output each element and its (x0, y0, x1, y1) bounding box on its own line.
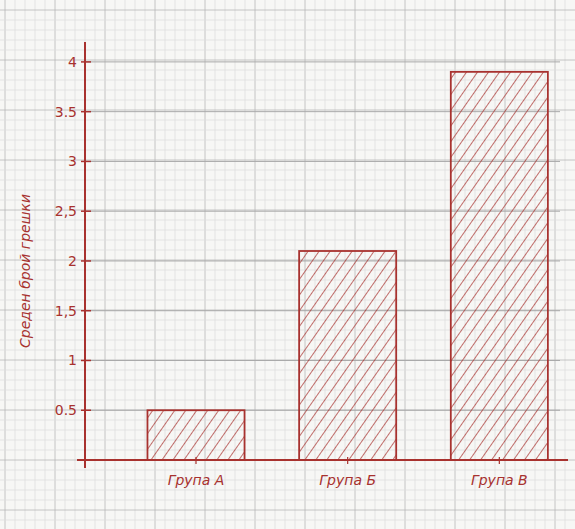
paper-line (85, 0, 86, 529)
paper-line (0, 460, 575, 461)
y-axis (84, 42, 86, 468)
paper-line (0, 60, 575, 61)
tick-label: 1 (68, 352, 77, 368)
tick-label: 3 (68, 153, 77, 169)
paper (0, 0, 575, 529)
paper-line (0, 30, 575, 31)
tick-label: 1,5 (55, 303, 77, 319)
bar (299, 251, 396, 460)
bar (451, 72, 548, 460)
tick-label: 4 (68, 54, 77, 70)
bars (147, 72, 547, 460)
x-axis (77, 459, 568, 461)
paper-line (0, 10, 575, 11)
paper-line (0, 20, 575, 21)
graph-paper (0, 0, 575, 529)
category-label: Група Б (319, 472, 376, 488)
y-axis-title: Среден брой грешки (17, 194, 33, 348)
paper-line (0, 40, 575, 41)
tick-label: 2 (68, 253, 77, 269)
chart: 0.5 1 1,5 2 2,5 3 3.5 4 Група А Група Б Група В Сре… (0, 0, 575, 529)
grid-line (85, 61, 560, 62)
tick-label: 3.5 (55, 104, 77, 120)
paper-line (0, 490, 575, 491)
tick-label: 0.5 (55, 402, 77, 418)
paper-line (0, 50, 575, 51)
category-label: Група А (168, 472, 225, 488)
tick-label: 2,5 (55, 203, 77, 219)
paper-line (0, 500, 575, 501)
paper-line (0, 470, 575, 471)
paper-line (0, 510, 575, 511)
bar (147, 410, 244, 460)
paper-line (0, 520, 575, 521)
category-label: Група В (471, 472, 528, 488)
paper-line (0, 70, 575, 71)
